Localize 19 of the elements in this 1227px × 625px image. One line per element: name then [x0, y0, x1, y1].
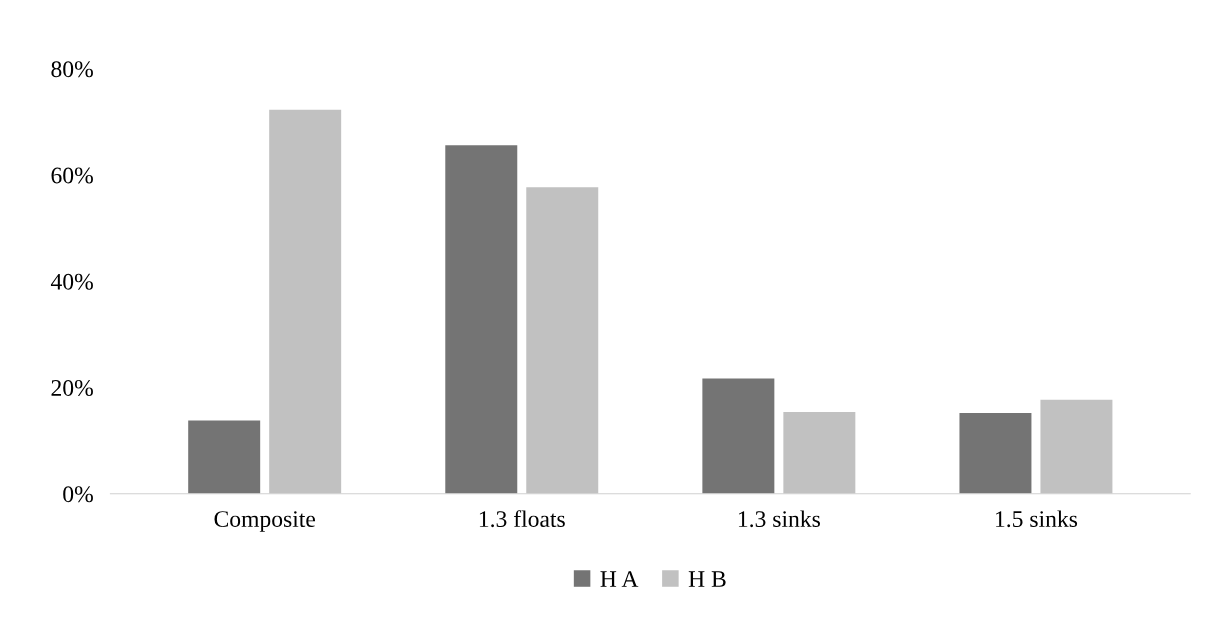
bar — [959, 413, 1032, 494]
legend-label: H B — [688, 571, 726, 587]
y-tick-label: 60% — [51, 167, 93, 184]
bar — [188, 420, 261, 494]
y-tick-label: 40% — [50, 273, 93, 290]
legend-label: H A — [600, 571, 639, 587]
y-tick-label: 0% — [63, 486, 93, 503]
bar — [526, 187, 599, 494]
x-tick-label: Composite — [214, 511, 316, 532]
x-tick-label: 1.3 sinks — [738, 510, 820, 528]
bar — [783, 411, 856, 494]
x-tick-label: 1.5 sinks — [996, 510, 1078, 528]
bar — [1040, 399, 1113, 494]
bar — [445, 145, 518, 494]
x-tick-label: 1.3 floats — [479, 510, 565, 528]
bar — [702, 378, 775, 494]
y-tick-label: 20% — [51, 379, 93, 396]
y-tick-label: 80% — [51, 61, 93, 78]
bar — [269, 109, 342, 494]
